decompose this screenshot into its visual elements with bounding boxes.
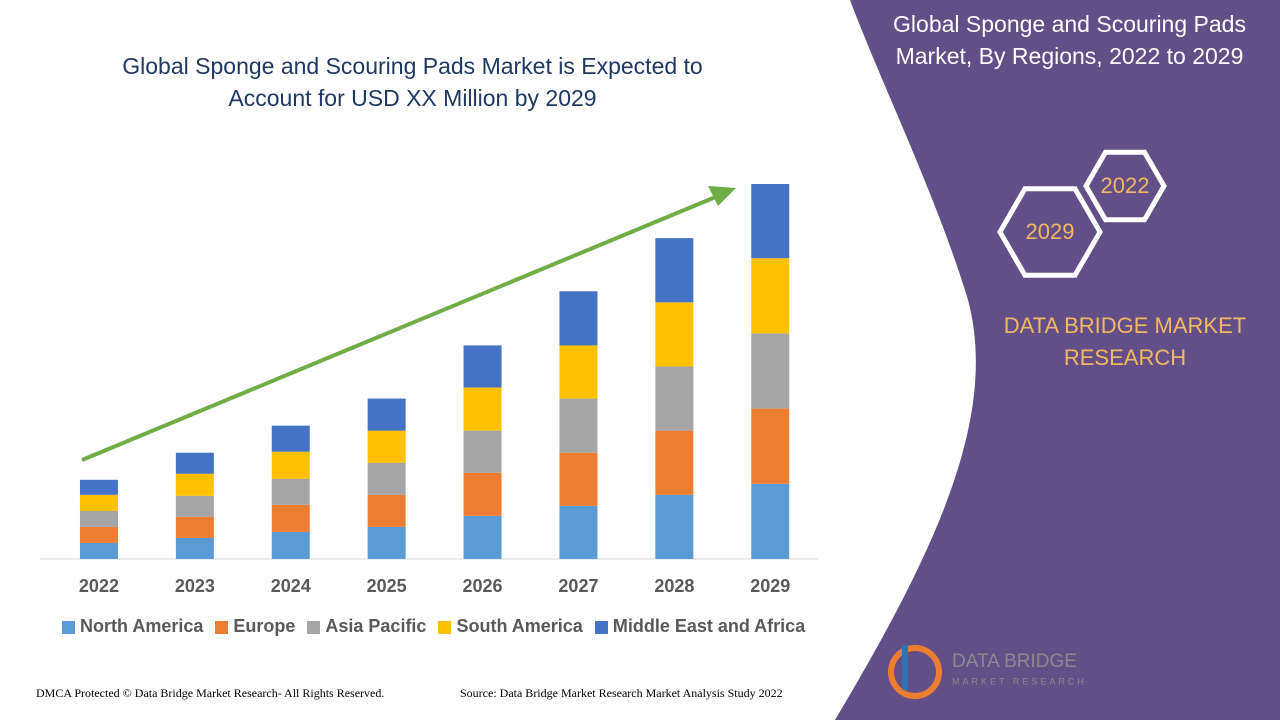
legend-swatch [594, 620, 608, 634]
bar-segment [751, 483, 790, 559]
brand: DATA BRIDGE MARKET RESEARCH [1003, 313, 1247, 370]
legend-label: North America [80, 616, 204, 636]
logo-tagline: MARKET RESEARCH [952, 676, 1087, 686]
copyright: DMCA Protected © Data Bridge Market Rese… [36, 686, 385, 700]
x-tick-label: 2023 [175, 576, 215, 596]
legend-swatch [215, 620, 229, 634]
bar-segment [175, 495, 214, 517]
bar-segment [463, 387, 502, 431]
bar-segment [559, 398, 598, 453]
bar-segment [463, 345, 502, 388]
chart-title: Global Sponge and Scouring Pads Market i… [122, 53, 703, 111]
bar-segment [175, 537, 214, 559]
bar-segment [367, 494, 406, 527]
bar-segment [367, 526, 406, 559]
x-tick-label: 2026 [463, 576, 503, 596]
legend-item: South America [438, 616, 583, 637]
bar-segment [271, 504, 310, 532]
bar-segment [175, 473, 214, 496]
legend-swatch [62, 620, 75, 634]
bar-segment [271, 531, 310, 559]
bar-segment [79, 510, 118, 527]
bar-segment [751, 258, 790, 334]
bar-segment [79, 494, 118, 511]
x-tick-label: 2028 [654, 576, 694, 596]
bar-segment [463, 472, 502, 516]
trend-arrowhead [708, 186, 736, 206]
x-tick-label: 2027 [558, 576, 598, 596]
bar-segment [463, 430, 502, 473]
legend-label: Middle East and Africa [612, 616, 806, 636]
legend-label: Asia Pacific [325, 616, 427, 636]
bar-segment [559, 452, 598, 506]
legend-item: Europe [215, 616, 295, 637]
legend-item: North America [62, 616, 203, 637]
legend-item: Asia Pacific [307, 616, 426, 637]
bar-segment [175, 516, 214, 538]
bar-segment [271, 425, 310, 452]
bar-segment [655, 366, 694, 431]
bar-segment [751, 184, 790, 259]
bar-segment [271, 451, 310, 479]
bar-segment [271, 478, 310, 505]
bar-segment [79, 542, 118, 559]
legend-item: Middle East and Africa [594, 616, 806, 637]
x-tick-label: 2024 [271, 576, 311, 596]
legend-swatch [438, 620, 452, 634]
bar-segment [559, 345, 598, 399]
legend-label: South America [456, 616, 583, 636]
legend: North America Europe Asia Pacific South Ame… [62, 616, 805, 637]
bar-segment [655, 430, 694, 495]
bar-segment [175, 452, 214, 474]
hexagon-label: 2022 [1101, 173, 1150, 198]
source: Source: Data Bridge Market Research Mark… [460, 686, 783, 700]
bar-segment [751, 333, 790, 409]
trend-arrow [81, 194, 719, 462]
bar-segment [655, 238, 694, 303]
bar-segment [751, 408, 790, 484]
bar-segment [655, 494, 694, 559]
bar-segment [559, 505, 598, 559]
bar-segment [463, 515, 502, 559]
logo-mark [888, 645, 942, 699]
x-tick-label: 2025 [367, 576, 407, 596]
bar-segment [367, 462, 406, 495]
side-title: Global Sponge and Scouring Pads Market, … [893, 11, 1246, 69]
bar-segment [367, 398, 406, 431]
hexagon [997, 186, 1103, 278]
bar-segment [79, 526, 118, 543]
bar-segment [655, 302, 694, 367]
side-panel-bg [835, 0, 1280, 720]
bar-segment [79, 479, 118, 495]
bar-segment [559, 291, 598, 346]
bar-segment [367, 430, 406, 463]
legend-swatch [307, 620, 321, 634]
x-tick-label: 2029 [750, 576, 790, 596]
hexagon-label: 2029 [1026, 219, 1075, 244]
legend-label: Europe [233, 616, 296, 636]
logo-name: DATA BRIDGE [952, 651, 1077, 672]
hexagon [1083, 149, 1167, 223]
x-tick-label: 2022 [79, 576, 119, 596]
